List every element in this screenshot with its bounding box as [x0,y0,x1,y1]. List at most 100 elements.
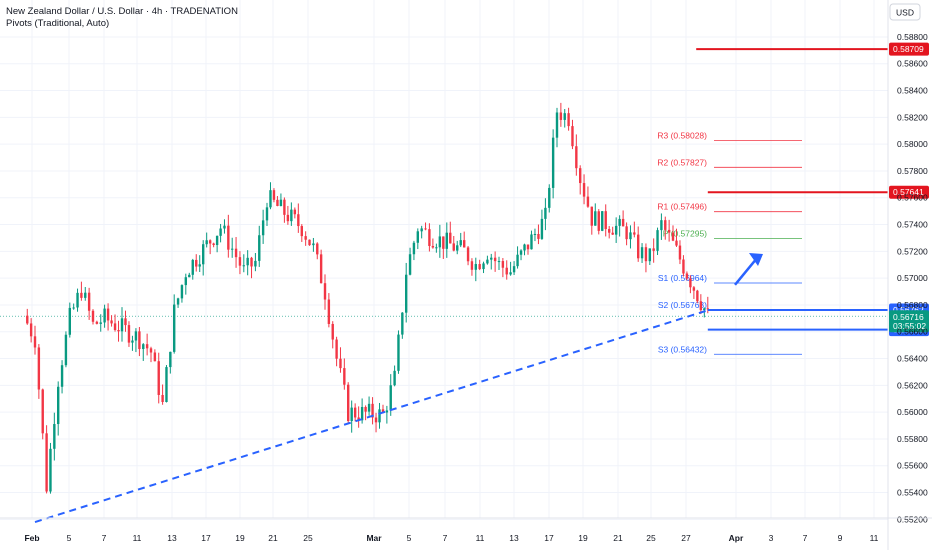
candle-body [64,334,68,366]
candle-body [431,245,435,248]
candle-body [696,290,699,302]
candle-body [474,264,477,270]
projection-arrow-head[interactable] [749,253,763,267]
trendline[interactable] [34,309,709,523]
candle-body [149,348,153,353]
candle-body [103,308,106,323]
candle-body [482,263,485,270]
candle-body [367,403,371,412]
candle-body [202,244,205,265]
candle-body [76,292,79,308]
time-tick-label: Mar [366,533,382,543]
candle-body [327,299,331,324]
currency-button[interactable] [889,3,921,21]
level-price-text: 0.56762 [893,305,924,315]
candle-body [389,385,392,411]
time-tick-label: 11 [476,533,485,543]
projection-arrow-shaft[interactable] [734,257,758,286]
price-tick-label: 0.56600 [897,327,928,337]
price-tick-label: 0.55800 [897,434,928,444]
candle-body [87,292,91,311]
price-tick-label: 0.58200 [897,112,928,122]
candle-body [191,259,194,275]
candle-body [401,312,404,335]
price-tick-label: 0.55400 [897,488,928,498]
candle-body [45,433,48,492]
price-tick-label: 0.57400 [897,220,928,230]
horizontal-levels: 0.587090.576410.567620.566160.5671603:55… [696,42,929,337]
candle-body [227,225,230,250]
time-tick-label: 21 [268,533,278,543]
candle-body [548,187,551,208]
candle-body [614,225,618,235]
candle-body [540,218,544,239]
candle-body [640,247,644,259]
candle-body [57,386,60,425]
candle-body [597,211,600,231]
candle-body [145,344,149,349]
candle-body [555,112,559,138]
candle-body [463,240,466,248]
last-price-tag [889,310,929,333]
candle-body [692,287,696,291]
candle-body [316,243,319,255]
candle-body [571,126,574,147]
level-price-tag [889,42,929,56]
time-tick-label: 11 [870,533,879,543]
candle-body [509,272,512,275]
candle-body [381,409,385,413]
candle-body [374,417,378,423]
candle-body [238,257,242,266]
candle-body [678,245,682,260]
candle-body [347,384,350,422]
candle-body [84,292,87,298]
candle-body [26,315,29,324]
candle-body [385,410,389,413]
candle-body [551,137,555,188]
candle-body [331,323,334,340]
price-axis[interactable]: 0.58800 0.58600 0.58400 0.58200 0.58000 0.578… [887,0,928,550]
candle-body [335,339,338,359]
candle-body [80,292,83,298]
candle-body [703,308,706,311]
time-tick-label: 21 [613,533,623,543]
time-tick-label: 11 [133,533,142,543]
candle-body [452,243,455,251]
candle-body [637,234,640,259]
candle-body [371,403,374,418]
candle-body [339,358,342,369]
time-tick-label: 13 [509,533,519,543]
candle-body [608,229,611,233]
candle-body [449,232,452,244]
candle-body [579,168,582,184]
candle-body [405,274,408,313]
time-tick-label: 7 [102,533,107,543]
countdown-text: 03:55:02 [893,321,926,331]
candle-body [223,225,226,229]
candle-body [393,370,396,386]
candle-body [283,199,286,215]
candle-body [563,113,566,120]
price-tick-label: 0.57200 [897,246,928,256]
candle-body [276,199,279,206]
candle-body [212,243,215,246]
candle-body [633,232,636,235]
candle-body [470,261,474,270]
candle-body [286,214,290,222]
candle-body [91,310,95,322]
candle-body [442,236,445,249]
candle-body [353,407,357,418]
time-axis[interactable]: Feb 5 7 11 13 17 19 21 25 Mar 5 7 11 13 17 19 21 25 27 Apr 3… [0,517,932,543]
candle-body [110,320,113,324]
candle-body [99,322,102,324]
candle-body [530,234,533,250]
candle-body [188,274,191,278]
candle-body [512,266,516,273]
candle-body [29,323,33,337]
candle-body [304,236,307,240]
candle-body [420,228,423,232]
candle-body [127,325,131,343]
symbol-title: New Zealand Dollar / U.S. Dollar · 4h · … [6,6,238,17]
